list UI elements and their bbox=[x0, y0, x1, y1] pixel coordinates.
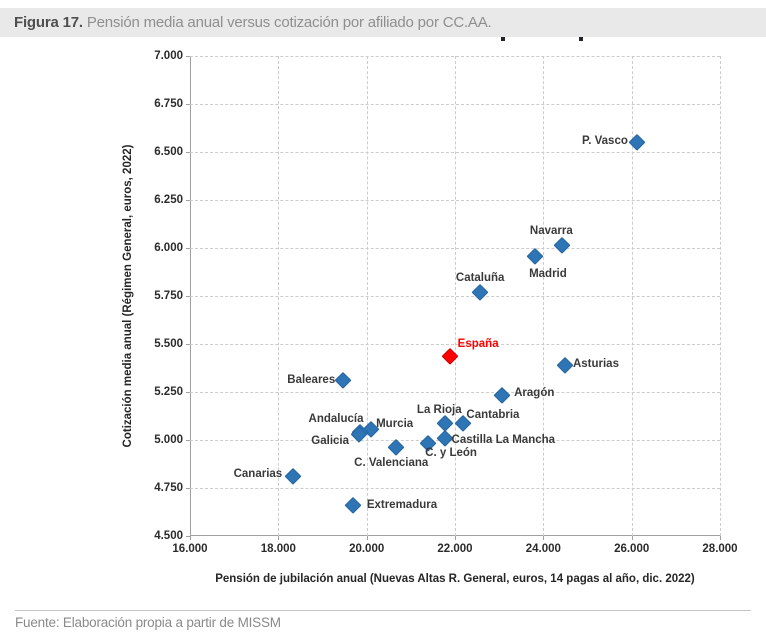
data-point-label: Extremadura bbox=[366, 499, 438, 512]
x-axis-title: Pensión de jubilación anual (Nuevas Alta… bbox=[215, 573, 695, 585]
data-point bbox=[472, 284, 489, 301]
cropped-chart-title-fragment bbox=[579, 37, 583, 41]
y-tick-mark bbox=[186, 296, 190, 297]
data-point bbox=[494, 386, 511, 404]
y-tick-mark bbox=[186, 152, 190, 153]
data-point-label: Murcia bbox=[376, 418, 414, 431]
x-tick-label: 18.000 bbox=[260, 543, 296, 555]
x-tick-label: 28.000 bbox=[702, 543, 738, 555]
y-tick-label: 6.750 bbox=[154, 98, 183, 110]
y-tick-mark bbox=[186, 200, 190, 201]
x-tick-mark bbox=[720, 536, 721, 540]
plot-area: P. Vasco Navarra Madrid Cataluña España Astur… bbox=[190, 56, 721, 536]
data-point-label: Castilla La Mancha bbox=[451, 434, 556, 447]
data-point-label: Andalucía bbox=[308, 413, 364, 426]
data-point-label: Galicia bbox=[311, 435, 350, 448]
y-tick-mark bbox=[186, 440, 190, 441]
x-tick-mark bbox=[278, 536, 280, 540]
data-point-label: España bbox=[457, 338, 499, 351]
y-tick-label: 5.500 bbox=[154, 338, 183, 350]
x-tick-label: 26.000 bbox=[614, 543, 650, 555]
data-point bbox=[556, 356, 574, 374]
data-point-label: Cantabria bbox=[466, 408, 520, 421]
data-point-label: P. Vasco bbox=[582, 135, 628, 148]
x-tick-mark bbox=[631, 536, 633, 540]
data-point-label: Asturias bbox=[572, 358, 619, 371]
data-point bbox=[284, 468, 302, 485]
x-tick-mark bbox=[190, 536, 191, 540]
data-point-label: Baleares bbox=[287, 374, 336, 387]
scatter-chart: Cotización media anual (Régimen General,… bbox=[0, 37, 766, 602]
data-point-label: La Rioja bbox=[416, 403, 462, 416]
source-note: Fuente: Elaboración propia a partir de M… bbox=[15, 615, 281, 630]
x-tick-label: 24.000 bbox=[525, 543, 561, 555]
data-point-label: Madrid bbox=[529, 267, 567, 280]
figure-title: Pensión media anual versus cotización po… bbox=[82, 14, 492, 31]
data-point bbox=[526, 247, 544, 264]
y-tick-label: 4.500 bbox=[154, 530, 183, 542]
y-tick-label: 5.750 bbox=[154, 290, 183, 302]
y-tick-mark bbox=[186, 104, 190, 105]
y-tick-mark bbox=[186, 488, 190, 489]
figure-caption: Figura 17. Pensión media anual versus co… bbox=[0, 8, 766, 37]
gridline-vertical bbox=[455, 56, 456, 536]
y-tick-mark bbox=[186, 248, 190, 249]
data-point bbox=[554, 236, 571, 254]
data-point bbox=[335, 372, 352, 389]
y-tick-mark bbox=[186, 392, 190, 393]
y-tick-label: 6.500 bbox=[154, 146, 183, 158]
figure-number: Figura 17. bbox=[14, 14, 83, 31]
y-tick-label: 5.250 bbox=[154, 386, 183, 398]
y-tick-label: 4.750 bbox=[154, 482, 183, 494]
y-tick-mark bbox=[186, 56, 190, 57]
x-tick-mark bbox=[366, 536, 368, 540]
x-tick-label: 22.000 bbox=[437, 543, 473, 555]
y-tick-label: 6.250 bbox=[154, 194, 183, 206]
data-point-label: Cataluña bbox=[455, 272, 505, 285]
gridline-vertical bbox=[543, 56, 545, 536]
data-point bbox=[344, 497, 362, 514]
data-point-label: Aragón bbox=[514, 386, 555, 399]
footer-divider bbox=[15, 610, 751, 611]
data-point bbox=[437, 414, 454, 431]
data-point-label: C. Valenciana bbox=[354, 456, 429, 469]
gridline-vertical bbox=[720, 56, 721, 536]
data-point-label: C. y León bbox=[425, 446, 477, 459]
y-tick-label: 6.000 bbox=[154, 242, 183, 254]
gridline-vertical bbox=[366, 56, 368, 536]
y-tick-label: 7.000 bbox=[154, 50, 183, 62]
y-tick-mark bbox=[186, 344, 190, 345]
x-tick-label: 20.000 bbox=[349, 543, 385, 555]
cropped-chart-title-fragment bbox=[501, 37, 505, 41]
data-point-label: Navarra bbox=[529, 225, 573, 238]
gridline-vertical bbox=[278, 56, 280, 536]
data-point bbox=[388, 438, 405, 455]
x-tick-mark bbox=[543, 536, 545, 540]
x-tick-mark bbox=[455, 536, 456, 540]
gridline-vertical bbox=[631, 56, 633, 536]
y-tick-label: 5.000 bbox=[154, 434, 183, 446]
x-tick-label: 16.000 bbox=[172, 543, 208, 555]
data-point-label: Canarias bbox=[233, 468, 283, 481]
y-tick-mark bbox=[186, 536, 190, 537]
